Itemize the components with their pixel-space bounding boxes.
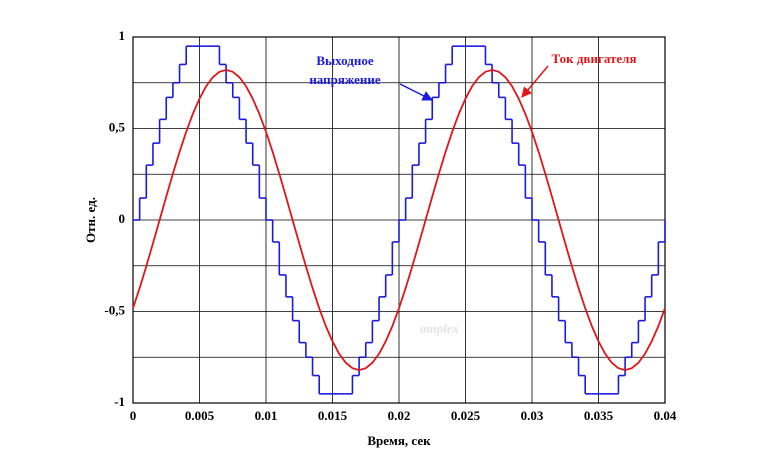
x-tick-label: 0.015 [318, 408, 348, 423]
x-tick-label: 0.01 [255, 408, 278, 423]
y-tick-label: 1 [119, 28, 126, 43]
y-tick-label: 0 [119, 211, 126, 226]
y-tick-label: -1 [114, 394, 125, 409]
series-label-line: Выходное [316, 53, 374, 68]
annotation-arrow [399, 83, 433, 101]
x-axis-label: Время, сек [367, 433, 431, 448]
x-tick-label: 0.02 [388, 408, 411, 423]
series-label: Выходное напряжение [309, 53, 381, 87]
x-tick-label: 0.035 [584, 408, 614, 423]
x-tick-label: 0 [130, 408, 137, 423]
x-tick-label: 0.03 [521, 408, 544, 423]
x-tick-label: 0.005 [185, 408, 215, 423]
x-tick-label: 0.025 [451, 408, 481, 423]
y-tick-label: 0,5 [109, 119, 126, 134]
series-label: Ток двигателя [552, 51, 637, 66]
x-tick-label: 0.04 [654, 408, 677, 423]
annotation-arrow [521, 65, 549, 98]
y-tick-label: -0,5 [104, 302, 125, 317]
y-axis-label: Отн. ед. [83, 197, 98, 243]
series-label-line: напряжение [309, 72, 381, 87]
current-line [132, 69, 666, 371]
watermark: omplex [420, 321, 459, 336]
